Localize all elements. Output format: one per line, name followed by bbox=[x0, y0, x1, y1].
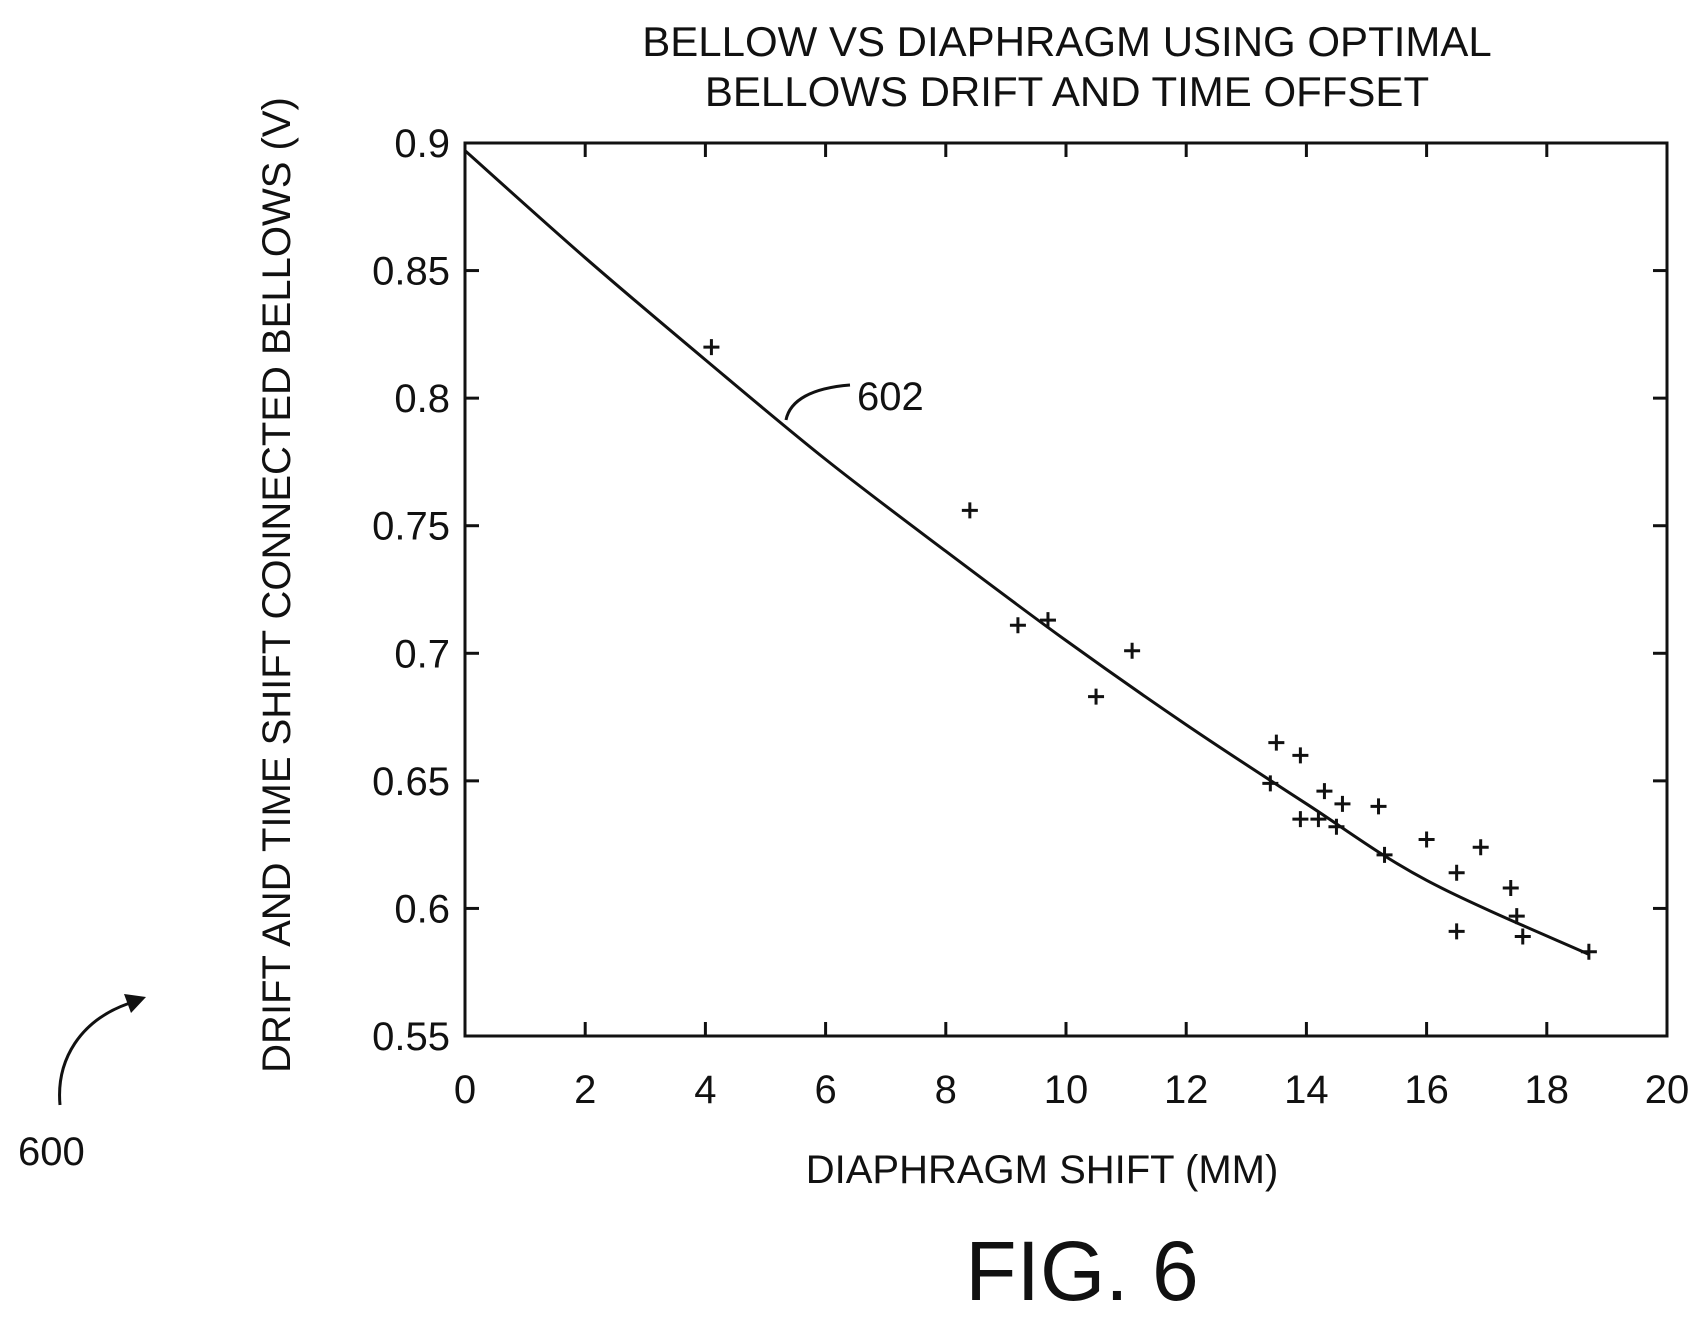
data-point-plus bbox=[1418, 831, 1435, 848]
data-point-plus bbox=[1292, 811, 1309, 828]
x-tick-label: 6 bbox=[814, 1068, 836, 1112]
y-tick-label: 0.8 bbox=[394, 377, 450, 421]
data-point-plus bbox=[1514, 928, 1531, 945]
x-tick-label: 20 bbox=[1645, 1068, 1690, 1112]
data-point-plus bbox=[961, 502, 978, 519]
reference-arrow bbox=[58, 1001, 131, 1106]
data-point-plus bbox=[703, 339, 720, 356]
x-tick-label: 12 bbox=[1164, 1068, 1209, 1112]
y-tick-label: 0.6 bbox=[394, 887, 450, 931]
x-tick-label: 8 bbox=[935, 1068, 957, 1112]
x-tick-label: 0 bbox=[454, 1068, 476, 1112]
fit-curve-602 bbox=[464, 149, 1590, 956]
data-point-plus bbox=[1508, 908, 1525, 925]
y-tick-label: 0.85 bbox=[372, 250, 450, 294]
fit-line-group bbox=[464, 149, 1590, 956]
data-point-plus bbox=[1502, 880, 1519, 897]
y-tick-label: 0.75 bbox=[372, 505, 450, 549]
data-point-plus bbox=[1292, 747, 1309, 764]
data-point-plus bbox=[1316, 783, 1333, 800]
data-point-plus bbox=[1262, 775, 1279, 792]
curve-label-leader bbox=[784, 383, 851, 421]
y-tick-label: 0.9 bbox=[394, 122, 450, 166]
y-tick-labels: 0.55 0.6 0.65 0.7 0.75 0.8 0.85 0.9 bbox=[372, 122, 450, 1059]
data-point-plus bbox=[1009, 617, 1026, 634]
chart-title-line-2: BELLOWS DRIFT AND TIME OFFSET bbox=[705, 68, 1429, 115]
data-point-plus bbox=[1370, 798, 1387, 815]
data-point-plus bbox=[1376, 846, 1393, 863]
data-point-plus bbox=[1448, 923, 1465, 940]
data-point-plus bbox=[1088, 688, 1105, 705]
data-point-plus bbox=[1268, 734, 1285, 751]
x-tick-label: 2 bbox=[574, 1068, 596, 1112]
figure-reference-numeral: 600 bbox=[18, 1130, 85, 1174]
reference-arrowhead-icon bbox=[124, 994, 146, 1013]
x-tick-label: 14 bbox=[1284, 1068, 1329, 1112]
x-tick-labels: 0 2 4 6 8 10 12 14 16 18 20 bbox=[454, 1068, 1689, 1112]
axis-ticks bbox=[463, 141, 1669, 1038]
data-point-plus bbox=[1124, 642, 1141, 659]
data-point-plus bbox=[1039, 612, 1056, 629]
y-tick-label: 0.65 bbox=[372, 760, 450, 804]
y-tick-label: 0.7 bbox=[394, 632, 450, 676]
x-axis-label: DIAPHRAGM SHIFT (MM) bbox=[806, 1148, 1279, 1192]
figure-label: FIG. 6 bbox=[965, 1224, 1198, 1318]
data-point-plus bbox=[1334, 795, 1351, 812]
curve-label-602: 602 bbox=[857, 375, 924, 419]
x-tick-label: 4 bbox=[694, 1068, 716, 1112]
data-point-plus bbox=[1328, 818, 1345, 835]
data-markers bbox=[703, 339, 1597, 960]
x-tick-label: 10 bbox=[1044, 1068, 1089, 1112]
x-tick-label: 18 bbox=[1525, 1068, 1570, 1112]
y-tick-label: 0.55 bbox=[372, 1015, 450, 1059]
data-point-plus bbox=[1580, 943, 1597, 960]
data-point-plus bbox=[1310, 811, 1327, 828]
data-point-plus bbox=[1472, 839, 1489, 856]
x-tick-label: 16 bbox=[1404, 1068, 1449, 1112]
chart-title-line-1: BELLOW VS DIAPHRAGM USING OPTIMAL bbox=[642, 18, 1492, 65]
y-axis-label: DRIFT AND TIME SHIFT CONNECTED BELLOWS (… bbox=[255, 97, 299, 1073]
data-point-plus bbox=[1448, 864, 1465, 881]
plot-frame bbox=[463, 141, 1669, 1038]
